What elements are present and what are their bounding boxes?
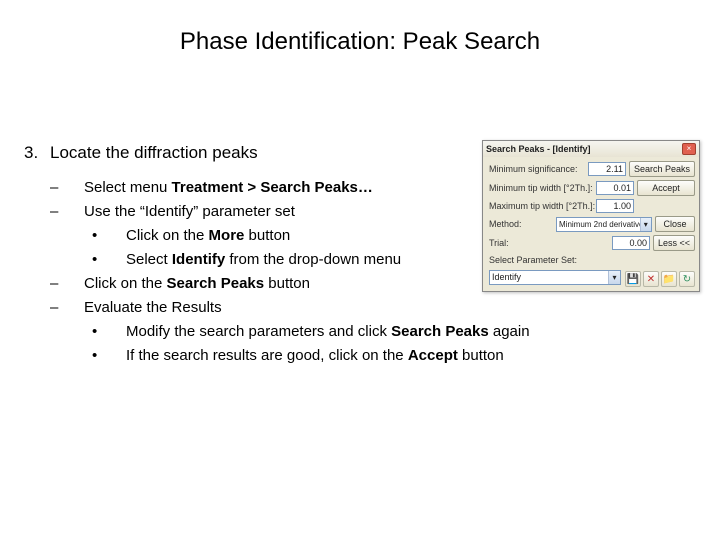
txt: If the search results are good, click on… (126, 347, 408, 364)
txt: from the drop-down menu (225, 251, 401, 268)
slide-title: Phase Identification: Peak Search (0, 0, 720, 56)
list-top-text: Locate the diffraction peaks (50, 140, 258, 166)
dialog-title: Search Peaks - [Identify] (486, 144, 591, 154)
sub-item-4-text: Evaluate the Results (84, 296, 222, 320)
subsub-item-2a: • Click on the More button (92, 224, 464, 248)
paramset-value: Identify (492, 271, 521, 284)
less-button[interactable]: Less << (653, 235, 695, 251)
close-button[interactable]: Close (655, 216, 695, 232)
label-min-sig: Minimum significance: (489, 164, 578, 174)
dash-bullet: – (50, 176, 84, 200)
txt: Select (126, 251, 172, 268)
txt: button (244, 227, 290, 244)
label-trial: Trial: (489, 238, 509, 248)
row-paramset-label: Select Parameter Set: (489, 255, 695, 265)
input-min-tip[interactable]: 0.01 (596, 181, 634, 195)
txt: Modify the search parameters and click (126, 323, 391, 340)
method-value: Minimum 2nd derivative (559, 218, 640, 231)
dot-bullet: • (92, 224, 126, 248)
sub-item-2-text: Use the “Identify” parameter set (84, 200, 295, 224)
input-min-sig[interactable]: 2.11 (588, 162, 626, 176)
txt-bold: Search Peaks (167, 275, 265, 292)
txt: button (458, 347, 504, 364)
row-method: Method: Minimum 2nd derivative ▾ Close (489, 216, 695, 232)
sub-item-1: – Select menu Treatment > Search Peaks… (50, 176, 464, 200)
txt-bold: Accept (408, 347, 458, 364)
search-peaks-button[interactable]: Search Peaks (629, 161, 695, 177)
row-trial: Trial: 0.00 Less << (489, 235, 695, 251)
sub-item-3: – Click on the Search Peaks button (50, 272, 464, 296)
dash-bullet: – (50, 296, 84, 320)
label-min-tip: Minimum tip width [°2Th.]: (489, 183, 593, 193)
dash-bullet: – (50, 200, 84, 224)
chevron-down-icon: ▾ (608, 271, 620, 284)
txt-bold: Search Peaks (391, 323, 489, 340)
row-min-tip: Minimum tip width [°2Th.]: 0.01 Accept (489, 180, 695, 196)
txt-bold: Treatment > Search Peaks… (172, 179, 373, 196)
sub-item-4: – Evaluate the Results (50, 296, 464, 320)
label-paramset: Select Parameter Set: (489, 255, 577, 265)
search-peaks-dialog: Search Peaks - [Identify] × Minimum sign… (482, 140, 700, 292)
paramset-toolbar: 💾 ✕ 📁 ↻ (625, 271, 695, 287)
dot-bullet: • (92, 320, 126, 344)
list-item-top: 3. Locate the diffraction peaks (24, 140, 464, 166)
method-select[interactable]: Minimum 2nd derivative ▾ (556, 217, 652, 232)
row-max-tip: Maximum tip width [°2Th.]: 1.00 (489, 199, 695, 213)
txt: Select menu (84, 179, 172, 196)
subsub-4b-text: If the search results are good, click on… (126, 344, 504, 368)
input-max-tip[interactable]: 1.00 (596, 199, 634, 213)
dot-bullet: • (92, 344, 126, 368)
input-trial[interactable]: 0.00 (612, 236, 650, 250)
refresh-icon[interactable]: ↻ (679, 271, 695, 287)
delete-icon[interactable]: ✕ (643, 271, 659, 287)
accept-button[interactable]: Accept (637, 180, 695, 196)
paramset-select[interactable]: Identify ▾ (489, 270, 621, 285)
label-method: Method: (489, 219, 522, 229)
dialog-titlebar: Search Peaks - [Identify] × (483, 141, 699, 157)
subsub-item-2b: • Select Identify from the drop-down men… (92, 248, 464, 272)
row-paramset: Identify ▾ 💾 ✕ 📁 ↻ (489, 267, 695, 287)
txt-bold: More (209, 227, 245, 244)
chevron-down-icon: ▾ (640, 218, 651, 231)
subsub-2b-text: Select Identify from the drop-down menu (126, 248, 401, 272)
folder-icon[interactable]: 📁 (661, 271, 677, 287)
txt: Click on the (126, 227, 209, 244)
subsub-4a-text: Modify the search parameters and click S… (126, 320, 530, 344)
sub-item-3-text: Click on the Search Peaks button (84, 272, 310, 296)
dot-bullet: • (92, 248, 126, 272)
txt: Click on the (84, 275, 167, 292)
label-max-tip: Maximum tip width [°2Th.]: (489, 201, 595, 211)
dialog-body: Minimum significance: 2.11 Search Peaks … (483, 157, 699, 291)
row-min-sig: Minimum significance: 2.11 Search Peaks (489, 161, 695, 177)
list-number: 3. (24, 140, 50, 166)
txt: button (264, 275, 310, 292)
subsub-2a-text: Click on the More button (126, 224, 290, 248)
subsub-item-4a: • Modify the search parameters and click… (92, 320, 652, 344)
close-icon[interactable]: × (682, 143, 696, 155)
txt-bold: Identify (172, 251, 225, 268)
sub-item-2: – Use the “Identify” parameter set (50, 200, 464, 224)
save-icon[interactable]: 💾 (625, 271, 641, 287)
sub-item-1-text: Select menu Treatment > Search Peaks… (84, 176, 373, 200)
dash-bullet: – (50, 272, 84, 296)
content-area: 3. Locate the diffraction peaks – Select… (24, 140, 464, 368)
subsub-item-4b: • If the search results are good, click … (92, 344, 652, 368)
txt: again (489, 323, 530, 340)
